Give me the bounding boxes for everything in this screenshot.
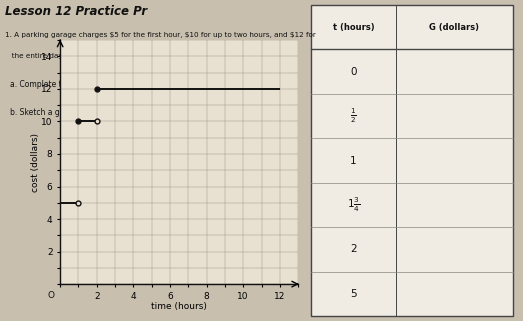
Text: t (hours): t (hours) <box>333 22 374 31</box>
Y-axis label: cost (dollars): cost (dollars) <box>31 133 40 192</box>
Text: 5: 5 <box>350 289 357 299</box>
Text: 2: 2 <box>350 245 357 255</box>
Text: $\frac{1}{2}$: $\frac{1}{2}$ <box>350 107 357 125</box>
Text: 1. A parking garage charges $5 for the first hour, $10 for up to two hours, and : 1. A parking garage charges $5 for the f… <box>5 32 316 38</box>
Text: b. Sketch a graph of G for 0 ≤ t ≤ 12.: b. Sketch a graph of G for 0 ≤ t ≤ 12. <box>10 108 153 117</box>
Text: the entire day. Let G be the dollar cost of parking for t hours.: the entire day. Let G be the dollar cost… <box>5 53 232 59</box>
Text: 1: 1 <box>350 155 357 166</box>
Text: 0: 0 <box>350 66 357 76</box>
Bar <box>311 5 513 316</box>
Text: O: O <box>48 291 54 300</box>
Text: a. Complete the table.: a. Complete the table. <box>10 80 96 89</box>
Text: Lesson 12 Practice Pr: Lesson 12 Practice Pr <box>5 5 147 18</box>
X-axis label: time (hours): time (hours) <box>151 302 207 311</box>
Text: G (dollars): G (dollars) <box>429 22 479 31</box>
Text: $1\frac{3}{4}$: $1\frac{3}{4}$ <box>347 196 360 214</box>
